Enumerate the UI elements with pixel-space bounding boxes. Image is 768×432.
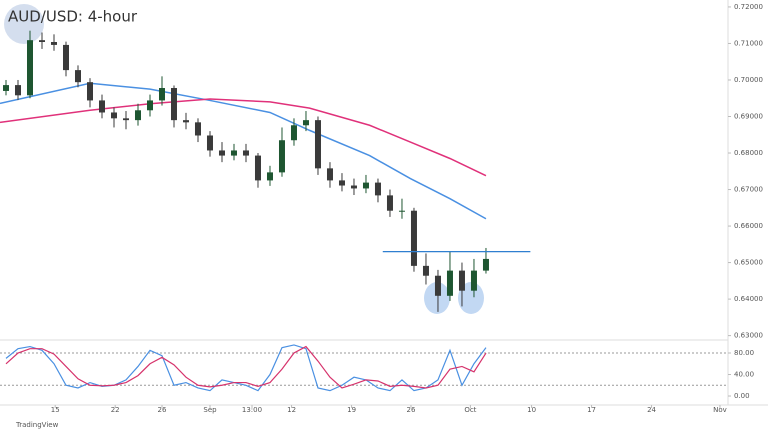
candle-body <box>350 185 357 189</box>
y-tick-label: 0.65000 <box>734 259 763 267</box>
candle-body <box>446 270 453 296</box>
candle-body <box>14 85 21 96</box>
x-tick-label: 13:00 <box>242 406 262 414</box>
candle-body <box>74 70 81 83</box>
line <box>5 345 487 389</box>
candle-body <box>62 44 69 71</box>
candle-body <box>242 150 249 156</box>
x-tick-label: 22 <box>111 406 120 414</box>
candle-body <box>146 100 153 111</box>
y-tick-label: 0.66000 <box>734 222 763 230</box>
candle-body <box>230 150 237 156</box>
candle-body <box>86 82 93 101</box>
logo <box>4 4 44 44</box>
candle-body <box>218 150 225 156</box>
candle-body <box>482 258 489 271</box>
candle-body <box>458 270 465 291</box>
line <box>0 98 487 177</box>
source: TradingView <box>15 421 59 429</box>
candle-body <box>326 168 333 181</box>
candle-body <box>122 118 129 121</box>
candle-body <box>314 120 321 169</box>
candle-body <box>278 140 285 173</box>
y-tick-label: 0.67000 <box>734 186 763 194</box>
candle-body <box>254 155 261 181</box>
candle-body <box>110 112 117 119</box>
candle-body <box>26 40 33 96</box>
candle-body <box>398 210 405 212</box>
x-tick-label: Sep <box>203 406 217 414</box>
x-tick-label: 19 <box>347 406 356 414</box>
line <box>5 344 487 392</box>
line <box>0 82 487 220</box>
candle-body <box>470 270 477 291</box>
x-tick-label: 12 <box>287 406 296 414</box>
y-tick-label: 0.68000 <box>734 149 763 157</box>
y-tick-label: 0.70000 <box>734 76 763 84</box>
candle-body <box>338 180 345 186</box>
candle-body <box>170 88 177 121</box>
candle-body <box>374 182 381 196</box>
candle-body <box>290 125 297 141</box>
y-tick-label: 0.63000 <box>734 332 763 340</box>
candle-body <box>98 100 105 113</box>
x-tick-label: 17 <box>587 406 596 414</box>
y-tick-label: 0.72000 <box>734 3 763 11</box>
y-tick-label: 40.00 <box>734 371 754 379</box>
candle-body <box>362 182 369 189</box>
candle-body <box>266 172 273 181</box>
x-tick-label: 10 <box>527 406 536 414</box>
bottom-highlight <box>424 282 450 314</box>
candle-body <box>182 120 189 123</box>
candle-body <box>2 85 9 91</box>
candle-body <box>50 41 57 45</box>
y-tick-label: 0.71000 <box>734 39 763 47</box>
candle-body <box>386 195 393 211</box>
candle-body <box>302 120 309 126</box>
y-tick-label: 0.69000 <box>734 112 763 120</box>
chart-title: AUD/USD: 4-hour <box>8 8 138 26</box>
x-tick-label: 26 <box>407 406 416 414</box>
x-tick-label: Nov <box>713 406 727 414</box>
x-tick-label: Oct <box>464 406 476 414</box>
y-tick-label: 80.00 <box>734 349 754 357</box>
candle-body <box>206 135 213 151</box>
candle-body <box>422 265 429 276</box>
y-tick-label: 0.00 <box>734 392 750 400</box>
x-tick-label: 26 <box>158 406 167 414</box>
candle-body <box>434 275 441 296</box>
candle-body <box>194 122 201 136</box>
candle-body <box>410 210 417 266</box>
x-tick-label: 15 <box>51 406 60 414</box>
y-tick-label: 0.64000 <box>734 295 763 303</box>
candle-body <box>134 110 141 121</box>
x-tick-label: 24 <box>647 406 656 414</box>
candle-body <box>38 40 45 42</box>
candle-body <box>158 88 165 101</box>
